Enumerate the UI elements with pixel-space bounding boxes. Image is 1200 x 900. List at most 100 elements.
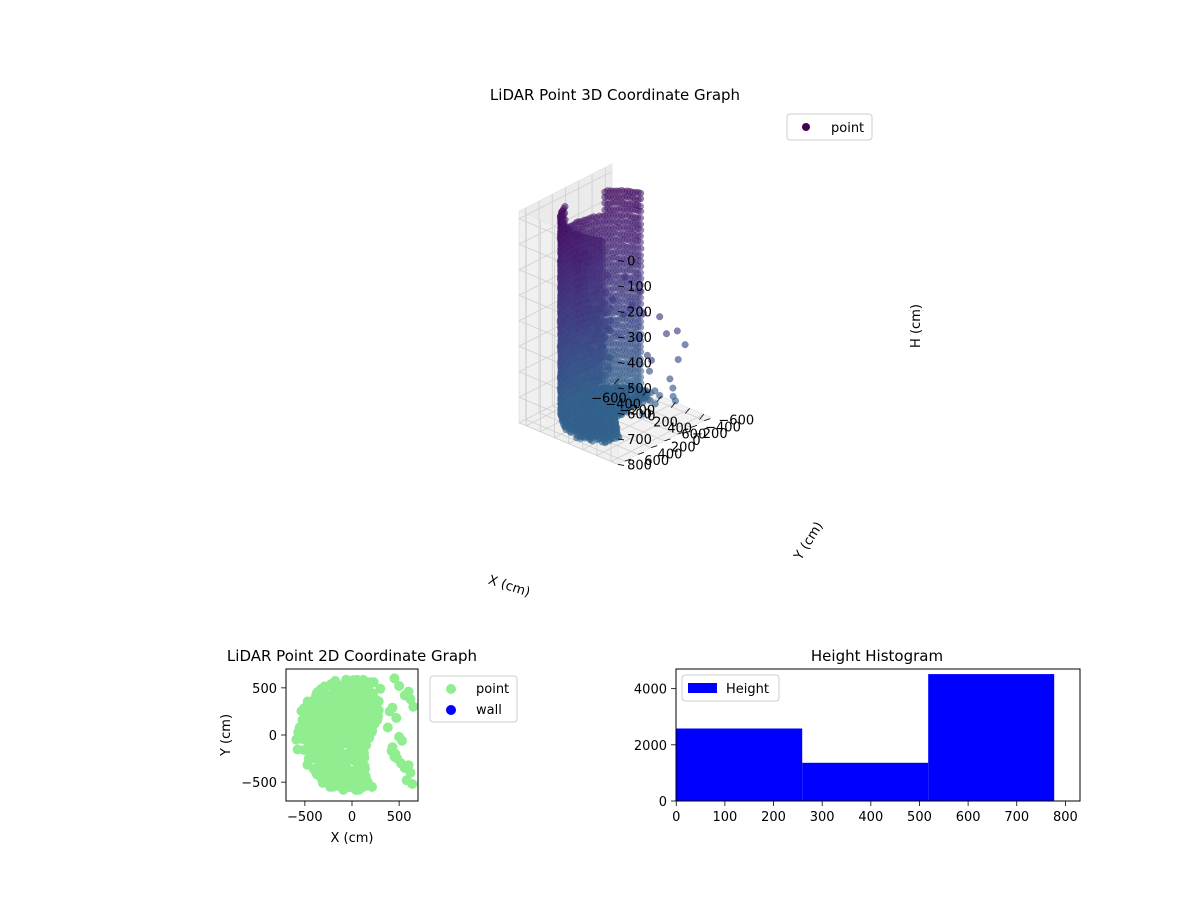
point-3d bbox=[636, 238, 645, 246]
grid-line-z-x bbox=[518, 171, 613, 220]
z-axis-label-3d: H (cm) bbox=[909, 304, 924, 348]
point-2d bbox=[353, 784, 364, 795]
legend-2d-label-point: point bbox=[476, 682, 509, 697]
point-3d bbox=[662, 330, 671, 338]
y-tick-label-hist: 4000 bbox=[634, 683, 667, 698]
point-2d bbox=[346, 726, 357, 737]
point-2d bbox=[346, 735, 357, 746]
z-tick-label-3d: 600 bbox=[627, 407, 652, 422]
point-2d bbox=[407, 779, 418, 789]
point-2d bbox=[387, 702, 398, 713]
x-tick-label-hist: 200 bbox=[761, 810, 786, 825]
x-tick-label-hist: 400 bbox=[858, 810, 883, 825]
title-3d: LiDAR Point 3D Coordinate Graph bbox=[490, 86, 740, 104]
point-3d bbox=[681, 341, 689, 349]
point-2d bbox=[375, 683, 386, 694]
z-tick-label-3d: 800 bbox=[627, 458, 652, 473]
y-tick-label-2d: 500 bbox=[252, 682, 277, 697]
point-2d bbox=[387, 742, 398, 753]
point-3d bbox=[666, 375, 674, 383]
point-3d bbox=[673, 327, 681, 335]
point-2d bbox=[391, 713, 402, 723]
x-tick-label-2d: −500 bbox=[287, 810, 323, 825]
x-tick-label-hist: 300 bbox=[810, 810, 835, 825]
point-2d bbox=[345, 745, 356, 756]
point-2d bbox=[397, 735, 407, 746]
point-2d bbox=[301, 735, 312, 745]
x-tick-label-2d: 500 bbox=[387, 810, 412, 825]
point-3d bbox=[674, 355, 682, 364]
point-3d bbox=[636, 220, 645, 228]
point-3d bbox=[656, 313, 664, 321]
point-2d bbox=[310, 692, 321, 703]
points-2d bbox=[291, 673, 418, 795]
z-tick-label-3d: 700 bbox=[627, 433, 652, 448]
legend-2d-marker-wall bbox=[446, 705, 456, 715]
point-3d bbox=[637, 348, 645, 356]
point-2d bbox=[326, 760, 337, 771]
point-2d bbox=[319, 770, 330, 781]
point-3d bbox=[561, 202, 569, 211]
y-tick-label-hist: 2000 bbox=[634, 739, 667, 754]
y-axis-label-2d: Y (cm) bbox=[219, 714, 234, 757]
point-2d bbox=[362, 694, 373, 705]
point-2d bbox=[382, 722, 393, 733]
histogram-bar bbox=[802, 762, 929, 801]
lidar-3d-plot: LiDAR Point 3D Coordinate Graph −600−400… bbox=[486, 86, 924, 600]
y-tick-label-hist: 0 bbox=[659, 795, 667, 810]
point-3d bbox=[669, 384, 677, 392]
x-tick-label-hist: 100 bbox=[712, 810, 737, 825]
point-3d bbox=[637, 207, 645, 215]
point-2d bbox=[354, 771, 365, 782]
legend-2d-label-wall: wall bbox=[476, 703, 502, 718]
point-2d bbox=[359, 752, 369, 763]
point-2d bbox=[351, 708, 362, 719]
x-tick-label-hist: 500 bbox=[907, 810, 932, 825]
x-axis-label-2d: X (cm) bbox=[331, 831, 374, 846]
legend-2d: point wall bbox=[429, 675, 518, 723]
point-2d bbox=[301, 744, 312, 755]
point-2d bbox=[408, 701, 418, 712]
point-2d bbox=[358, 737, 369, 748]
point-3d bbox=[636, 214, 645, 222]
point-2d bbox=[336, 730, 347, 741]
legend-3d-label: point bbox=[831, 121, 864, 136]
point-2d bbox=[339, 760, 350, 771]
height-histogram: Height Histogram 0 100 200 300 400 500 600 700 8… bbox=[634, 647, 1081, 825]
y-tick-label-2d: −500 bbox=[241, 776, 277, 791]
point-3d bbox=[637, 323, 645, 331]
point-2d bbox=[361, 718, 372, 729]
point-2d bbox=[321, 740, 332, 751]
x-axis-label-3d: X (cm) bbox=[486, 573, 532, 601]
point-3d bbox=[637, 226, 645, 234]
point-3d bbox=[613, 423, 621, 432]
z-tick-label-3d: 0 bbox=[627, 254, 635, 269]
legend-3d-marker bbox=[802, 123, 810, 131]
x-tick-label-hist: 0 bbox=[672, 810, 680, 825]
x-tick-label-2d: 0 bbox=[348, 810, 356, 825]
z-tick-label-3d: 400 bbox=[627, 356, 652, 371]
point-2d bbox=[336, 739, 347, 750]
point-2d bbox=[372, 715, 383, 726]
lidar-2d-plot: LiDAR Point 2D Coordinate Graph −500 0 500… bbox=[219, 647, 518, 846]
title-2d: LiDAR Point 2D Coordinate Graph bbox=[227, 647, 477, 665]
x-tick-label-hist: 700 bbox=[1004, 810, 1029, 825]
point-2d bbox=[313, 709, 323, 719]
point-2d bbox=[304, 702, 315, 713]
point-2d bbox=[291, 734, 302, 745]
point-2d bbox=[317, 757, 328, 768]
point-2d bbox=[315, 727, 326, 738]
point-2d bbox=[323, 690, 334, 701]
point-2d bbox=[336, 681, 347, 692]
legend-3d: point bbox=[786, 113, 873, 141]
point-3d bbox=[636, 294, 645, 302]
histogram-bar bbox=[676, 728, 803, 801]
histogram-bar bbox=[928, 674, 1055, 801]
title-hist: Height Histogram bbox=[811, 647, 943, 665]
legend-hist-label: Height bbox=[726, 682, 769, 697]
grid-line-z-y bbox=[518, 422, 619, 465]
z-tick-label-3d: 100 bbox=[627, 280, 652, 295]
point-2d bbox=[336, 771, 347, 782]
x-tick-label-hist: 800 bbox=[1053, 810, 1078, 825]
